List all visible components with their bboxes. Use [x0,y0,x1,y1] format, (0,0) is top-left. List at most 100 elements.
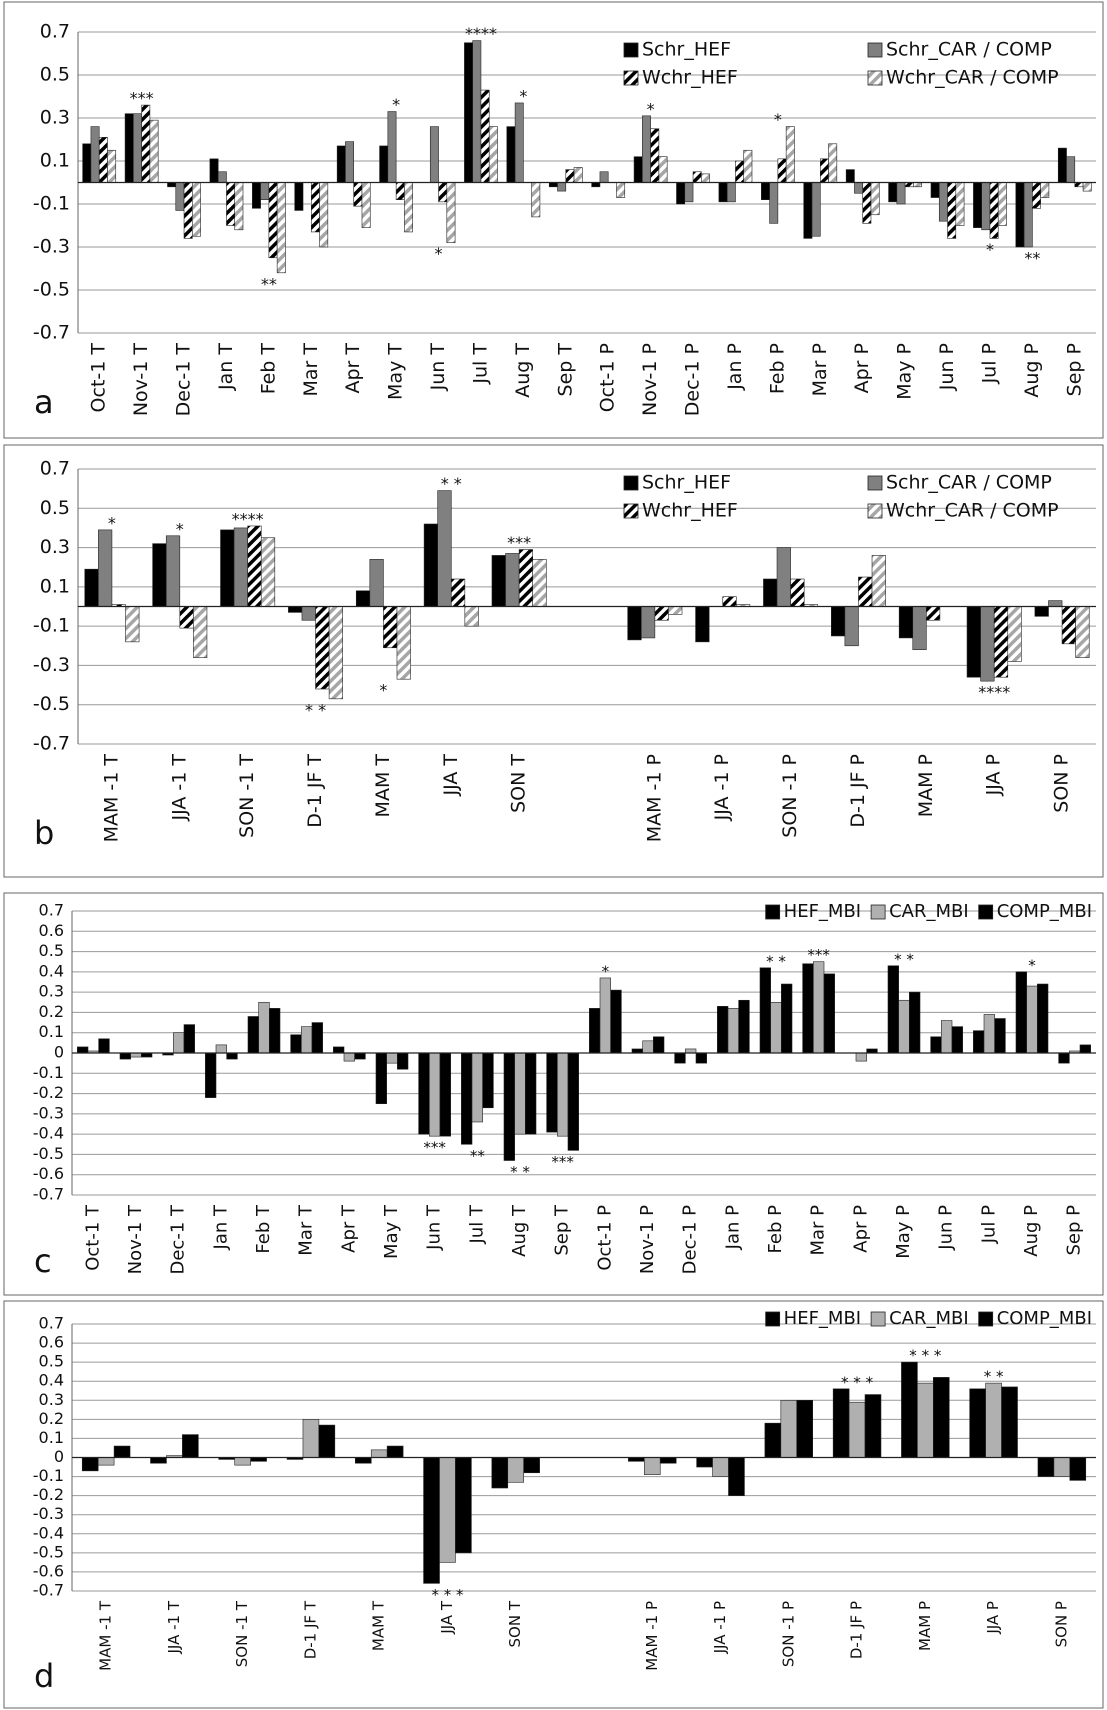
y-tick-label: -0.3 [33,654,70,676]
y-tick-label: -0.3 [33,1103,64,1122]
bar [650,128,660,183]
bar [1040,182,1050,198]
x-tick-label: May T [385,343,407,400]
x-tick-label: Aug T [509,1204,530,1257]
bar [269,1008,281,1054]
bar [718,182,728,203]
bar [781,983,793,1054]
bar [796,1399,813,1458]
bar [1015,182,1025,248]
x-tick-label: SON -1 P [779,1601,797,1667]
bar [573,167,583,183]
bar [790,578,805,607]
bar [930,1036,942,1054]
bar [226,1052,238,1060]
bar [726,182,736,203]
legend-label: Schr_HEF [642,472,731,494]
panel-label: b [34,814,54,852]
bar [1074,182,1084,188]
y-tick-label: 0.5 [40,497,70,519]
y-tick-label: 0.1 [39,1022,64,1041]
bar [599,977,611,1054]
bar [887,965,899,1054]
x-tick-label: May T [381,1204,402,1259]
bar [862,182,872,224]
bar [183,1024,195,1054]
bar [532,559,547,607]
bar [989,182,999,239]
bar [557,182,567,192]
significance-label: *** [507,533,531,552]
bar [107,149,117,183]
bar [179,606,194,629]
bar [205,1052,217,1098]
bar [379,145,389,183]
x-tick-label: Apr P [851,343,873,393]
bar [397,1052,409,1070]
bar [785,126,795,183]
panel: 0.7 0.5 0.3 0.1 -0.1 -0.3 -0.5 -0.7 Oct-1 T Nov-1… [3,1,1104,439]
bar [345,141,355,183]
significance-label: ** [470,1147,486,1165]
x-tick-label: Dec-1 P [682,343,704,416]
bar [491,1457,509,1489]
x-tick-label: Jan P [724,343,746,391]
y-tick-label: 0.6 [39,921,64,940]
bar [966,606,981,678]
y-tick-label: -0.1 [33,615,70,637]
bar [226,182,236,226]
bar [276,182,286,274]
bar [627,606,642,641]
y-tick-label: 0.7 [39,1314,64,1333]
bar [728,1457,745,1496]
legend-swatch [870,904,886,920]
legend-label: Wchr_HEF [642,500,738,522]
y-tick-label: -0.2 [33,1083,64,1102]
bar [1082,182,1092,192]
bar [375,1052,387,1105]
significance-label: ** [261,274,277,293]
significance-label: * * [766,952,786,970]
bar [1066,156,1076,183]
bar [361,182,371,228]
bar [981,182,991,231]
bar [926,606,941,621]
bar [268,182,278,259]
x-tick-label: Aug P [1021,343,1043,398]
bar [848,1401,866,1458]
bar [888,182,898,203]
x-tick-label: SON -1 P [779,754,801,838]
bar [985,1382,1002,1458]
bar [764,1422,782,1458]
bar [685,1048,697,1054]
bar [1007,606,1022,662]
y-tick-label: 0.3 [39,1390,64,1409]
y-tick-label: 0.2 [39,1409,64,1428]
bar [969,1388,986,1458]
legend-label: Wchr_HEF [642,67,738,89]
legend-swatch [765,1311,781,1327]
bar [319,182,329,248]
x-tick-label: Apr T [338,1204,359,1253]
bar [209,158,219,183]
bar [192,182,201,237]
x-tick-label: Sep T [554,343,576,397]
bar [1057,147,1067,183]
bar [776,547,791,607]
x-tick-label: JJA T [440,754,462,797]
y-tick-label: -0.3 [33,1504,64,1523]
y-tick-label: -0.3 [33,236,70,258]
x-tick-label: SON T [506,1600,524,1647]
x-tick-label: Nov-1 P [637,1205,658,1274]
x-tick-label: Dec-1 T [173,343,195,417]
y-tick-label: -0.4 [33,1523,64,1542]
x-tick-label: Jun P [936,1205,957,1251]
bar [653,1036,665,1054]
bar [193,606,208,658]
x-tick-label: Feb T [257,343,279,395]
bar [743,149,753,183]
bar [233,527,248,607]
bar [1075,606,1090,658]
y-tick-label: 0 [54,1447,64,1466]
legend-label: HEF_MBI [784,901,861,922]
